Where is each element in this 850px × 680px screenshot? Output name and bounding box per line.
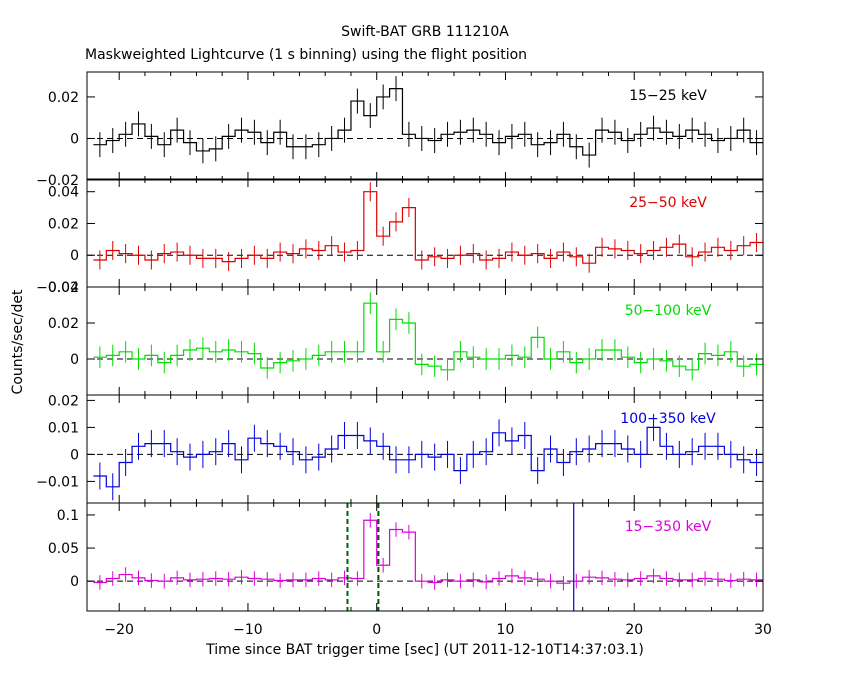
series-1: [93, 76, 763, 168]
y-tick-label: 0: [70, 248, 79, 264]
y-tick-label: 0.1: [57, 508, 79, 524]
y-tick-label: −0.01: [36, 474, 79, 490]
step-line: [93, 519, 763, 584]
panel-energy-label: 25−50 keV: [629, 195, 707, 211]
panel-energy-label: 15−350 keV: [625, 519, 712, 535]
panel-energy-label: 50−100 keV: [625, 303, 712, 319]
y-tick-label: 0: [70, 352, 79, 368]
step-line: [93, 88, 763, 156]
step-line: [93, 426, 763, 488]
panel-1: −0.02 0 0.02 15−25 keV: [36, 71, 764, 189]
panel-4: −0.01 0 0.01 0.02 100−350 keV: [36, 393, 764, 504]
y-tick-label: 0.05: [48, 541, 79, 557]
x-tick-label: 10: [497, 622, 515, 638]
x-axis-label: Time since BAT trigger time [sec] (UT 20…: [205, 642, 644, 658]
x-tick-label: 0: [372, 622, 381, 638]
chart-subtitle: Maskweighted Lightcurve (1 s binning) us…: [85, 47, 527, 63]
series-2: [93, 182, 763, 273]
step-line: [93, 191, 763, 264]
chart-title: Swift-BAT GRB 111210A: [341, 24, 509, 40]
panel-frame: [86, 71, 764, 181]
panel-5: 0 0.05 0.1 15−350 keV: [48, 502, 764, 612]
y-tick-label: 0: [70, 131, 79, 147]
y-tick-label: 0.04: [48, 185, 79, 201]
panel-frame: [86, 502, 764, 612]
x-tick-label: 20: [625, 622, 643, 638]
y-tick-label: 0.01: [48, 420, 79, 436]
y-tick-label: 0.02: [48, 216, 79, 232]
series-5: [93, 512, 763, 591]
x-tick-label: −20: [104, 622, 134, 638]
x-tick-label: −10: [233, 622, 263, 638]
y-axis-label: Counts/sec/det: [10, 289, 26, 394]
series-4: [93, 413, 763, 501]
panel-2: −0.02 0 0.02 0.04 25−50 keV: [36, 178, 764, 296]
y-tick-label: 0.02: [48, 90, 79, 106]
y-tick-label: −0.02: [36, 173, 79, 189]
y-tick-label: 0.02: [48, 316, 79, 332]
panels: −0.02 0 0.02 15−25 keV −0.02 0 0.02 0.04 25−50 k…: [36, 71, 772, 638]
y-tick-label: 0.04: [48, 280, 79, 296]
y-tick-label: 0.02: [48, 393, 79, 409]
panel-energy-label: 100−350 keV: [620, 411, 716, 427]
y-tick-label: −0.02: [36, 280, 79, 296]
panel-3: 0 0.02 0.04 50−100 keV: [48, 280, 764, 396]
x-tick-label: 30: [754, 622, 772, 638]
series-3: [93, 292, 763, 381]
panel-energy-label: 15−25 keV: [629, 88, 707, 104]
y-tick-label: 0: [70, 447, 79, 463]
y-tick-label: 0: [70, 574, 79, 590]
